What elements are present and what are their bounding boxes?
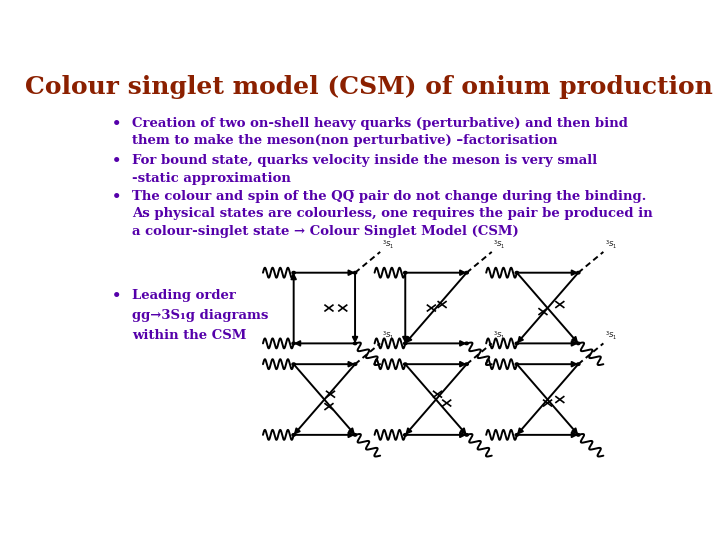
Text: $^3S_1$: $^3S_1$ [493,329,506,342]
Text: •: • [112,154,122,168]
Text: $^3S_1$: $^3S_1$ [605,329,618,342]
Circle shape [404,434,407,436]
Text: •: • [112,190,122,204]
Circle shape [577,342,580,345]
Circle shape [292,363,295,366]
Circle shape [465,363,468,366]
Text: Colour singlet model (CSM) of onium production: Colour singlet model (CSM) of onium prod… [25,75,713,99]
Circle shape [516,434,518,436]
Circle shape [404,272,407,274]
Text: $^3S_1$: $^3S_1$ [493,238,506,251]
Circle shape [465,434,468,436]
Circle shape [516,272,518,274]
Circle shape [354,272,356,274]
Circle shape [465,342,468,345]
Text: •: • [112,117,122,131]
Circle shape [404,363,407,366]
Circle shape [354,342,356,345]
Text: $^3S_1$: $^3S_1$ [605,238,618,251]
Circle shape [404,342,407,345]
Circle shape [292,434,295,436]
Circle shape [516,342,518,345]
Text: •: • [112,289,122,303]
Circle shape [577,272,580,274]
Circle shape [354,363,356,366]
Text: The colour and spin of the QQ̅ pair do not change during the binding.
As physica: The colour and spin of the QQ̅ pair do n… [132,190,652,238]
Circle shape [577,363,580,366]
Text: For bound state, quarks velocity inside the meson is very small
-static approxim: For bound state, quarks velocity inside … [132,154,597,185]
Circle shape [577,434,580,436]
Text: Leading order
gg→3S₁g diagrams
within the CSM: Leading order gg→3S₁g diagrams within th… [132,289,269,342]
Circle shape [292,272,295,274]
Circle shape [292,342,295,345]
Circle shape [516,363,518,366]
Circle shape [354,434,356,436]
Text: $^3S_1$: $^3S_1$ [382,238,395,251]
Text: Creation of two on-shell heavy quarks (perturbative) and then bind
them to make : Creation of two on-shell heavy quarks (p… [132,117,628,147]
Circle shape [465,272,468,274]
Text: $^3S_1$: $^3S_1$ [382,329,395,342]
